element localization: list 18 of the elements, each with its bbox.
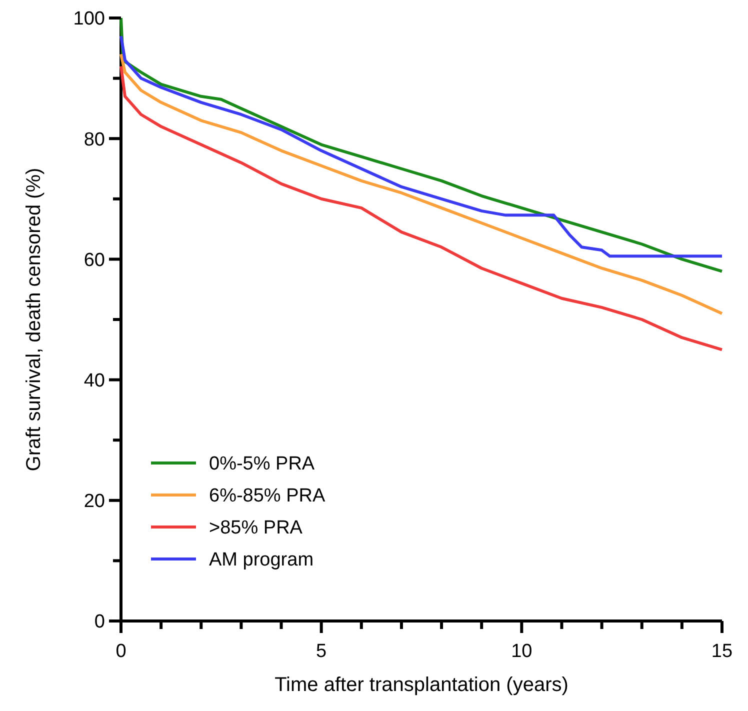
legend-label: >85% PRA (209, 518, 303, 539)
y-tick-label: 20 (84, 491, 105, 512)
x-tick-label: 10 (511, 641, 532, 662)
y-tick-label: 0 (94, 612, 105, 633)
y-tick-label: 100 (73, 8, 105, 30)
x-tick-label: 0 (116, 641, 126, 662)
x-axis-title: Time after transplantation (years) (274, 674, 568, 696)
line-series (120, 52, 724, 315)
x-tick-label: 5 (316, 641, 327, 662)
y-tick-label: 40 (84, 370, 105, 392)
y-tick-label: 60 (84, 250, 105, 271)
legend-label: 0%-5% PRA (209, 454, 315, 475)
line-series (120, 64, 724, 352)
legend-label: AM program (209, 550, 314, 571)
x-tick-label: 15 (711, 641, 733, 662)
y-tick-label: 80 (84, 129, 105, 150)
y-axis-title: Graft survival, death censored (%) (23, 168, 45, 472)
legend-label: 6%-85% PRA (209, 486, 326, 507)
